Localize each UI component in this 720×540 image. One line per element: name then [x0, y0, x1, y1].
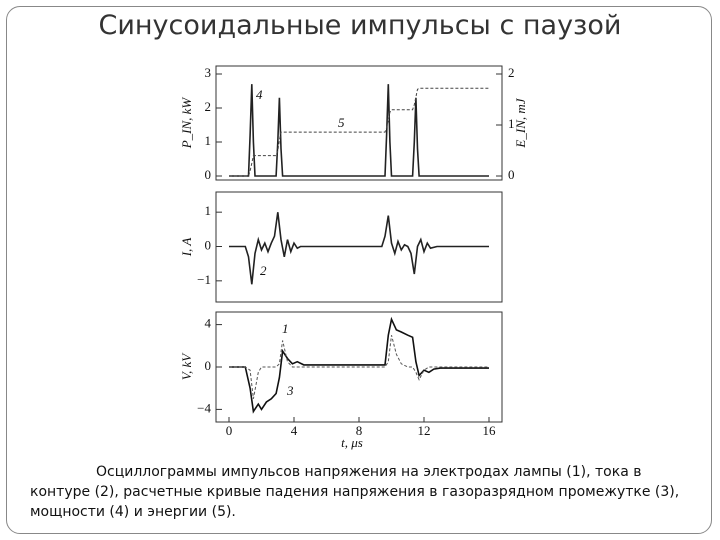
- series-label: 5: [338, 115, 345, 130]
- y-tick-label: 4: [205, 316, 212, 331]
- y2-tick-label: 2: [508, 65, 515, 80]
- plot-frame: [215, 65, 503, 181]
- y2-tick-label: 0: [508, 167, 515, 182]
- series-line: [229, 87, 489, 177]
- series-label: 2: [260, 263, 267, 278]
- x-tick-label: 16: [483, 423, 497, 438]
- y-axis-label: V, kV: [179, 352, 194, 381]
- series-line: [229, 316, 489, 414]
- y-tick-label: 0: [205, 358, 212, 373]
- x-tick-label: 12: [418, 423, 431, 438]
- y-tick-label: 0: [205, 167, 212, 182]
- y-tick-label: 0: [205, 237, 212, 252]
- x-tick-label: 0: [226, 423, 233, 438]
- x-tick-label: 4: [291, 423, 298, 438]
- x-tick-label: 8: [356, 423, 363, 438]
- series-label: 3: [286, 383, 294, 398]
- y-tick-label: 1: [205, 133, 212, 148]
- y-tick-label: 3: [205, 65, 212, 80]
- slide-frame: [6, 6, 712, 534]
- series-label: 4: [256, 87, 263, 102]
- y-axis-label: I, A: [179, 238, 194, 258]
- y-axis-label: P_IN, kW: [179, 97, 194, 150]
- y-tick-label: 1: [205, 203, 212, 218]
- x-axis-label: t, μs: [341, 435, 363, 450]
- y-tick-label: −1: [197, 272, 211, 287]
- y2-tick-label: 1: [508, 116, 515, 131]
- series-line: [229, 212, 489, 285]
- y2-axis-label: E_IN, mJ: [513, 97, 528, 148]
- caption: Осциллограммы импульсов напряжения на эл…: [30, 464, 680, 520]
- y-tick-label: −4: [197, 400, 211, 415]
- series-label: 1: [282, 321, 289, 336]
- series-line: [229, 335, 489, 399]
- series-line: [229, 84, 489, 177]
- slide-title: Синусоидальные импульсы с паузой: [98, 10, 622, 41]
- y-tick-label: 2: [205, 99, 212, 114]
